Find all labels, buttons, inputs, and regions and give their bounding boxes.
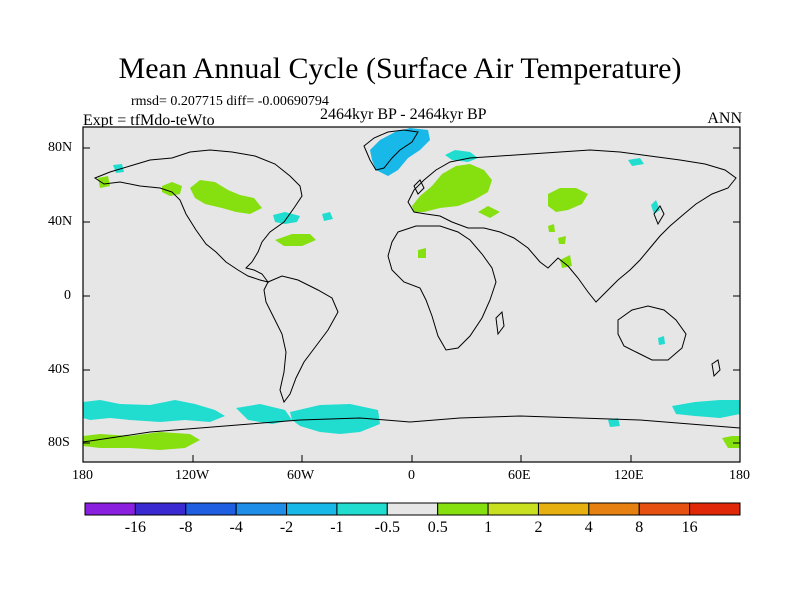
lon-label-180e: 180 <box>729 468 750 483</box>
south-america-coast <box>263 275 339 404</box>
atlantic-small-cool-patch <box>322 212 333 221</box>
period-label: 2464kyr BP - 2464kyr BP <box>320 106 487 123</box>
chart-title: Mean Annual Cycle (Surface Air Temperatu… <box>118 52 682 85</box>
eurasia-coast <box>407 149 737 303</box>
lat-label-0: 0 <box>64 288 71 303</box>
coastlines <box>82 129 741 443</box>
southern-ocean-band-1 <box>83 400 225 422</box>
colorbar-label: 1 <box>484 519 493 536</box>
north-america-coast <box>93 149 303 283</box>
lon-label-120e: 120E <box>614 468 644 483</box>
colorbar-cell <box>134 502 187 516</box>
colorbar-cell <box>437 502 489 516</box>
west-alaska-warm-patch <box>98 176 110 188</box>
lat-label-80s: 80S <box>48 435 70 450</box>
greenland-coast <box>363 129 419 171</box>
lon-label-60e: 60E <box>508 468 531 483</box>
madagascar-coast <box>495 310 505 336</box>
colorbar-cell <box>84 502 136 516</box>
lat-ticks <box>83 147 740 444</box>
lon-label-0: 0 <box>408 468 415 483</box>
experiment-label: Expt = tfMdo-teWto <box>83 112 215 129</box>
colorbar-cell <box>537 502 590 516</box>
scandinavia-warm-patch <box>455 174 466 186</box>
colorbar-cell <box>689 502 741 516</box>
new-zealand-coast <box>711 359 721 378</box>
africa-coast <box>387 225 497 351</box>
japan-cool-patch <box>651 200 660 214</box>
colorbar-cell <box>487 502 539 516</box>
colorbar <box>84 502 741 516</box>
colorbar-cell <box>286 502 338 516</box>
british-isles-coast <box>413 179 425 195</box>
lat-label-40s: 40S <box>48 362 70 377</box>
australia-cool-patch <box>658 336 665 345</box>
lat-label-80n: 80N <box>48 140 73 155</box>
north-america-warm-patch <box>190 180 262 214</box>
stats-line: rmsd= 0.207715 diff= -0.00690794 <box>131 94 329 109</box>
lon-label-120w: 120W <box>175 468 210 483</box>
greenland-cool-patch <box>370 128 430 176</box>
southern-ocean-band-4 <box>672 400 740 418</box>
southern-ocean-band-2 <box>236 404 292 424</box>
colorbar-cell <box>386 502 439 516</box>
colorbar-cell <box>638 502 691 516</box>
season-label: ANN <box>707 110 742 127</box>
nw-pacific-cool-patch <box>628 158 644 166</box>
antarctica-coast <box>82 415 741 443</box>
colorbar-cell <box>588 502 640 516</box>
colorbar-label: 0.5 <box>427 519 448 536</box>
us-warm-patch <box>275 234 316 246</box>
colorbar-label: 8 <box>635 519 644 536</box>
siberia-warm-patch <box>548 188 588 212</box>
japan-coast <box>653 205 665 226</box>
colorbar-label: -0.5 <box>374 519 400 536</box>
antarctica-warm-patch-east <box>722 436 740 448</box>
asia-warm-patch-small <box>548 224 555 232</box>
australia-coast <box>617 305 687 361</box>
lon-ticks <box>82 455 741 462</box>
colorbar-label: -16 <box>124 519 147 536</box>
colorbar-cell <box>235 502 288 516</box>
colorbar-label: -4 <box>229 519 243 536</box>
colorbar-cell <box>185 502 237 516</box>
colorbar-label: 2 <box>534 519 543 536</box>
warm-anomaly-regions <box>83 164 740 450</box>
europe-warm-patch <box>412 164 492 212</box>
colorbar-label: 16 <box>681 519 698 536</box>
colorbar-label: 4 <box>584 519 593 536</box>
colorbar-label: -8 <box>179 519 193 536</box>
alaska-warm-patch <box>162 182 182 196</box>
colorbar-label: -2 <box>279 519 294 536</box>
east-europe-warm-patch <box>478 206 500 218</box>
east-asia-warm-patch <box>560 255 572 268</box>
lon-label-60w: 60W <box>287 468 315 483</box>
colorbar-label: -1 <box>330 519 344 536</box>
india-warm-patch <box>558 236 566 244</box>
arctic-canada-cool-patch <box>445 150 478 162</box>
arabia-warm-patch <box>418 248 426 258</box>
lat-label-40n: 40N <box>48 214 73 229</box>
lon-label-180w: 180 <box>72 468 93 483</box>
colorbar-cell <box>336 502 388 516</box>
antarctica-warm-patch-west <box>83 432 200 450</box>
southern-ocean-band-3 <box>608 418 620 427</box>
